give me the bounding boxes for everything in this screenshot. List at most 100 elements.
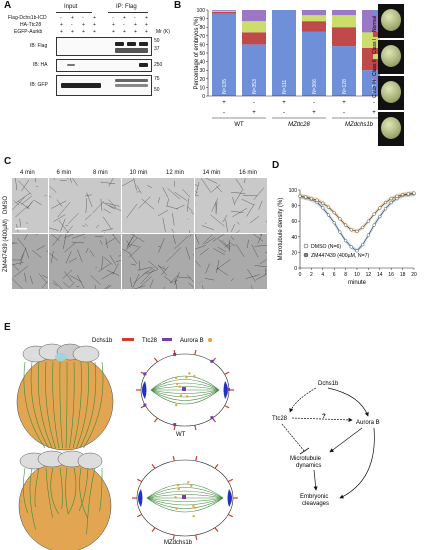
data-point — [372, 212, 376, 216]
x-tick-label: 20 — [411, 272, 417, 278]
dchs1b-mark — [136, 478, 143, 483]
spindle-fiber — [146, 497, 224, 509]
y-tick-label: 90 — [199, 17, 205, 23]
zm-sign: - — [283, 110, 285, 116]
group-label: MZdchs1b — [345, 122, 374, 128]
filament-texture — [231, 178, 267, 233]
dmso-sign: + — [282, 100, 286, 106]
blot-label-gfp: IB: GFP — [30, 82, 48, 88]
band — [139, 42, 148, 46]
dchs1b-mark — [214, 464, 219, 469]
dmso-sign: - — [373, 100, 375, 106]
sign-cell: - — [82, 15, 84, 21]
time-label: 14 min — [202, 170, 221, 176]
data-point — [349, 228, 353, 232]
bar-segment — [302, 21, 326, 32]
row-label-flag: Flag-Dchs1b-ICD — [8, 15, 47, 21]
sign-cell: + — [112, 29, 115, 35]
y-tick-label: 10 — [199, 85, 205, 91]
data-point — [383, 207, 388, 211]
dchs1b-mark — [227, 478, 234, 483]
data-point — [321, 201, 325, 205]
mr-label: Mr (K) — [156, 29, 170, 35]
bar-segment — [362, 47, 380, 71]
n-label: N=213 — [372, 79, 378, 94]
spindle-fiber — [146, 487, 224, 499]
filament-texture — [48, 234, 85, 289]
filament-texture — [12, 234, 48, 289]
sign-cell: - — [123, 22, 125, 28]
data-point — [372, 223, 376, 227]
microtubule — [79, 361, 97, 449]
ttc28-mark — [173, 352, 177, 356]
bar-segment — [362, 10, 380, 33]
dchs1b-mark — [195, 534, 198, 541]
microtubule — [69, 361, 75, 449]
spindle-fiber — [150, 386, 220, 391]
ttc28-mark — [210, 416, 214, 420]
data-point — [355, 249, 359, 253]
ttc28-center — [182, 387, 186, 391]
sign-cell: - — [134, 15, 136, 21]
data-point — [315, 198, 319, 202]
aurora-dot — [193, 375, 196, 378]
panel-c-label: C — [4, 156, 12, 167]
arrow — [313, 469, 318, 491]
bar-segment — [332, 15, 356, 28]
aurora-dot — [185, 395, 189, 398]
arrow — [289, 387, 317, 413]
ttc28-mark — [210, 359, 214, 363]
arrow — [291, 417, 353, 422]
data-point — [361, 242, 365, 247]
bar-segment — [212, 11, 236, 14]
sign-cell: + — [93, 22, 96, 28]
legend-swatch — [373, 54, 378, 59]
microtubule — [45, 361, 56, 449]
zm-sign: - — [343, 110, 345, 116]
x-tick-label: 18 — [400, 272, 406, 278]
microtubule — [79, 467, 88, 519]
dchs1b-marker — [122, 338, 134, 341]
x-tick-label: 14 — [377, 272, 383, 278]
chromosome-right — [223, 381, 228, 399]
ttc28-mark — [143, 372, 147, 376]
marker-37: 37 — [154, 46, 160, 52]
data-point — [378, 214, 382, 219]
band — [115, 84, 148, 87]
bar-segment — [302, 31, 326, 96]
bar-segment — [212, 10, 236, 12]
sign-cell: + — [145, 15, 148, 21]
sign-cell: - — [112, 15, 114, 21]
data-point — [389, 200, 393, 205]
aurora-dot — [192, 504, 195, 507]
aurora-dot — [174, 403, 178, 407]
embryo-wt-drawing — [16, 343, 114, 451]
dmso-sign: + — [342, 100, 346, 106]
data-point — [343, 239, 348, 243]
dchs1b-mark — [194, 349, 197, 356]
y-axis-label: Percentage of embryos (%) — [194, 16, 200, 89]
legend-aurora: Aurora B — [180, 338, 204, 344]
data-point — [321, 206, 325, 210]
marker-50b: 50 — [154, 87, 160, 93]
x-tick-label: 4 — [321, 272, 324, 278]
pathway-ttc28: Ttc28 — [272, 416, 288, 422]
embryo-cell — [381, 81, 401, 103]
dchs1b-mark — [224, 405, 230, 409]
ttc28-center — [182, 495, 186, 499]
y-tick-label: 20 — [291, 250, 297, 256]
filament-texture — [194, 234, 231, 289]
embryo-mz-drawing — [18, 450, 112, 550]
pathway-emb1: Embryonic — [300, 494, 328, 500]
y-tick-label: 60 — [199, 42, 205, 48]
sign-cell: - — [71, 22, 73, 28]
aurora-dot — [174, 496, 177, 499]
y-tick-label: 100 — [289, 188, 298, 194]
y-tick-label: 80 — [291, 204, 297, 210]
microscopy-cell — [48, 178, 85, 233]
spindle-fiber — [146, 497, 224, 502]
filament-texture — [158, 178, 194, 233]
dchs1b-mark — [224, 371, 230, 375]
filament-texture — [121, 234, 158, 289]
panel-b-label: B — [174, 0, 182, 11]
